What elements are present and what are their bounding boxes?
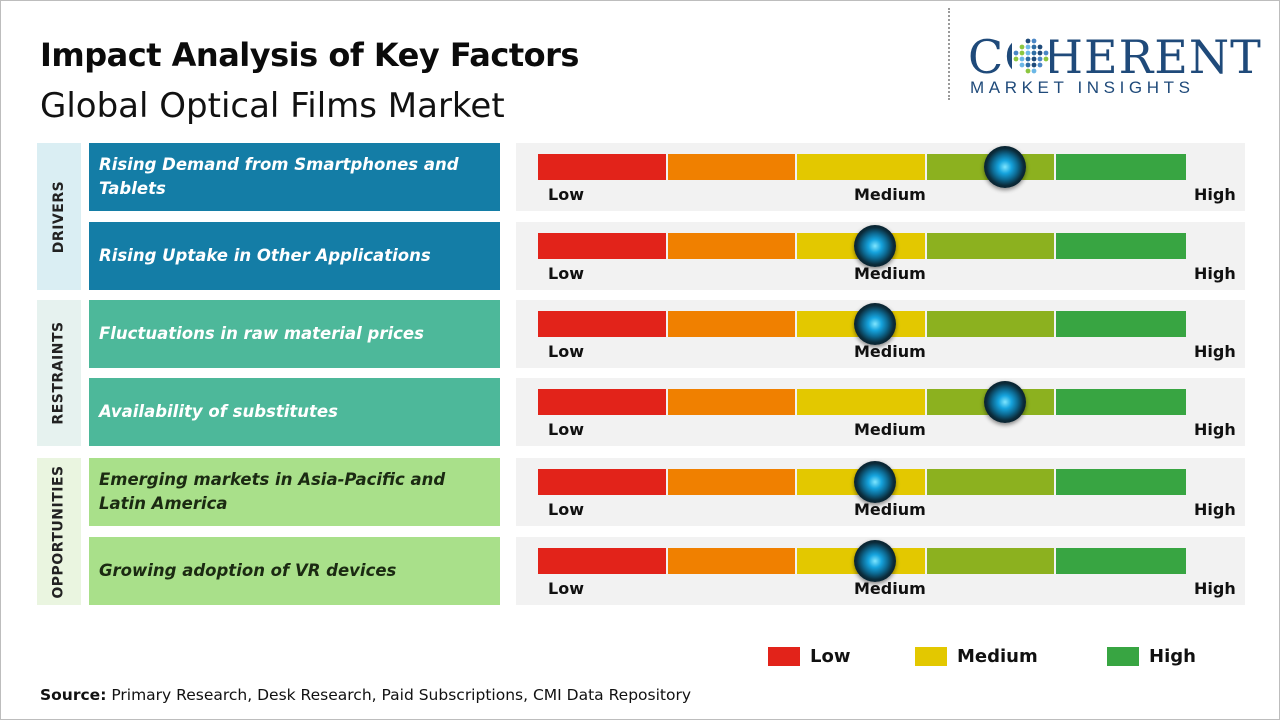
impact-scale (538, 154, 1186, 180)
factor-label: Emerging markets in Asia-Pacific and Lat… (99, 470, 446, 513)
category-label: DRIVERS (51, 180, 67, 253)
factor-box: Emerging markets in Asia-Pacific and Lat… (89, 458, 500, 526)
scale-label-low: Low (548, 579, 584, 598)
scale-segment (1056, 154, 1186, 180)
scale-label-medium: Medium (854, 185, 926, 204)
scale-label-high: High (1194, 500, 1236, 519)
scale-segment (926, 233, 1057, 259)
impact-scale (538, 469, 1186, 495)
legend-item-medium: Medium (915, 646, 1038, 667)
factor-label: Rising Demand from Smartphones and Table… (99, 155, 459, 198)
impact-scale (538, 389, 1186, 415)
legend-label-low: Low (810, 646, 851, 667)
legend-label-medium: Medium (957, 646, 1038, 667)
impact-meter: Low Medium High (516, 378, 1245, 446)
factor-box: Rising Demand from Smartphones and Table… (89, 143, 500, 211)
category-drivers: DRIVERS (37, 143, 81, 290)
impact-indicator (853, 461, 896, 503)
logo-tagline: MARKET INSIGHTS (970, 78, 1195, 97)
factor-label: Growing adoption of VR devices (99, 561, 397, 580)
scale-label-low: Low (548, 264, 584, 283)
scale-segment (538, 469, 668, 495)
scale-segment (538, 311, 668, 337)
scale-segment (538, 389, 668, 415)
source-label: Source: (40, 686, 107, 704)
impact-meter: Low Medium High (516, 458, 1245, 526)
scale-label-high: High (1194, 579, 1236, 598)
scale-segment (1056, 548, 1186, 574)
scale-segment (797, 389, 927, 415)
scale-label-low: Low (548, 420, 584, 439)
logo-dots-icon (1012, 37, 1050, 75)
scale-segment (1056, 469, 1186, 495)
factor-label: Fluctuations in raw material prices (99, 324, 424, 343)
scale-segment (926, 469, 1057, 495)
impact-meter: Low Medium High (516, 222, 1245, 290)
scale-label-high: High (1194, 264, 1236, 283)
scale-segment (926, 311, 1057, 337)
logo-divider (948, 8, 950, 100)
scale-segment (926, 548, 1057, 574)
impact-meter: Low Medium High (516, 537, 1245, 605)
scale-segment (667, 311, 798, 337)
scale-label-medium: Medium (854, 264, 926, 283)
scale-segment (1056, 233, 1186, 259)
impact-indicator (853, 225, 896, 267)
legend-item-low: Low (768, 646, 850, 667)
source-text: Primary Research, Desk Research, Paid Su… (106, 686, 692, 704)
scale-label-high: High (1194, 185, 1236, 204)
legend-swatch-high (1107, 647, 1139, 666)
impact-meter: Low Medium High (516, 300, 1245, 368)
scale-label-high: High (1194, 342, 1236, 361)
legend-item-high: High (1107, 646, 1196, 667)
scale-segment (538, 233, 668, 259)
source-note: Source: Primary Research, Desk Research,… (40, 686, 691, 704)
category-restraints: RESTRAINTS (37, 300, 81, 446)
scale-label-medium: Medium (854, 579, 926, 598)
chart-title: Impact Analysis of Key Factors (40, 36, 579, 74)
scale-segment (667, 469, 798, 495)
scale-label-medium: Medium (854, 500, 926, 519)
impact-indicator (983, 381, 1026, 423)
impact-scale (538, 233, 1186, 259)
category-opportunities: OPPORTUNITIES (37, 458, 81, 605)
scale-label-low: Low (548, 500, 584, 519)
scale-segment (538, 154, 668, 180)
factor-box: Availability of substitutes (89, 378, 500, 446)
category-label: RESTRAINTS (51, 321, 67, 425)
scale-segment (1056, 389, 1186, 415)
scale-label-low: Low (548, 342, 584, 361)
scale-segment (667, 233, 798, 259)
scale-segment (797, 154, 927, 180)
factor-box: Fluctuations in raw material prices (89, 300, 500, 368)
scale-segment (1056, 311, 1186, 337)
legend-label-high: High (1149, 646, 1196, 667)
impact-indicator (983, 146, 1026, 188)
scale-segment (667, 389, 798, 415)
scale-segment (538, 548, 668, 574)
factor-box: Growing adoption of VR devices (89, 537, 500, 605)
legend-swatch-medium (915, 647, 947, 666)
scale-label-medium: Medium (854, 342, 926, 361)
legend-swatch-low (768, 647, 800, 666)
factor-label: Rising Uptake in Other Applications (99, 246, 431, 265)
category-label: OPPORTUNITIES (51, 464, 68, 599)
impact-meter: Low Medium High (516, 143, 1245, 211)
impact-indicator (853, 540, 896, 582)
scale-segment (667, 548, 798, 574)
factor-box: Rising Uptake in Other Applications (89, 222, 500, 290)
scale-label-high: High (1194, 420, 1236, 439)
impact-indicator (853, 303, 896, 345)
scale-label-low: Low (548, 185, 584, 204)
impact-scale (538, 548, 1186, 574)
scale-label-medium: Medium (854, 420, 926, 439)
factor-label: Availability of substitutes (99, 402, 338, 421)
chart-subtitle: Global Optical Films Market (40, 86, 505, 126)
scale-segment (667, 154, 798, 180)
